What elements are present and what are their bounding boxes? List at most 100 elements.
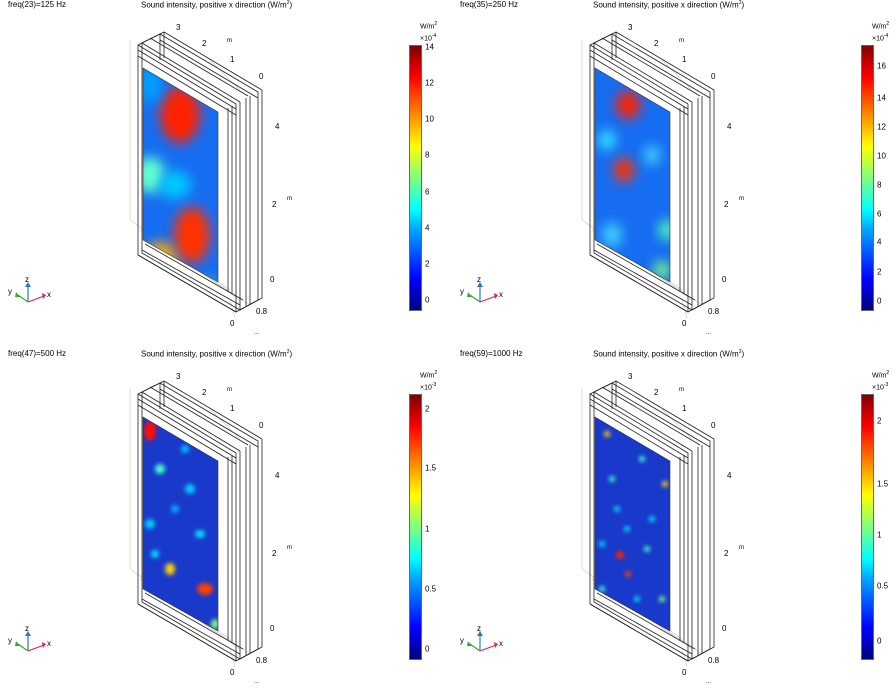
colorbar-tick: 10 — [877, 151, 886, 161]
axis-tick-x08: 0.8 — [256, 656, 268, 665]
intensity-hotspot — [602, 223, 622, 247]
axis-ellipsis: ... — [254, 679, 259, 685]
axis-unit-z: m — [287, 196, 292, 202]
axis-tick-y3: 3 — [176, 23, 181, 32]
colorbar-unit: W/m2 — [872, 21, 890, 31]
intensity-hotspot — [143, 157, 165, 193]
axis-tick-y1: 1 — [682, 404, 687, 413]
intensity-hotspot — [659, 596, 665, 602]
axis-tick-z2: 2 — [272, 549, 277, 558]
intensity-hotspot — [662, 481, 668, 487]
intensity-hotspot — [599, 541, 605, 547]
axis-tick-z0: 0 — [722, 624, 727, 633]
colorbar-tick: 1.5 — [877, 479, 889, 489]
axis-tick-z2: 2 — [272, 200, 277, 209]
intensity-hotspot — [171, 505, 179, 513]
colorbar-tick: 12 — [877, 122, 886, 132]
colorbar-tick: 14 — [877, 93, 886, 103]
frequency-label: freq(35)=250 Hz — [460, 0, 519, 9]
axis-tick-y1: 1 — [682, 55, 687, 64]
axis-triad: z y x — [8, 624, 51, 652]
colorbar — [409, 394, 422, 660]
axis-tick-y2: 2 — [202, 39, 207, 48]
colorbar-scale: ×10-3 — [872, 382, 889, 392]
axis-ellipsis: ... — [254, 330, 259, 336]
sound-intensity-surface — [142, 416, 219, 632]
intensity-hotspot — [159, 171, 191, 199]
intensity-hotspot — [144, 421, 156, 441]
intensity-hotspot — [599, 586, 605, 592]
axis-unit-y: m — [227, 387, 232, 393]
colorbar-tick: 6 — [877, 209, 882, 219]
colorbar-tick: 0 — [877, 636, 882, 646]
colorbar-tick: 10 — [425, 114, 434, 124]
intensity-hotspot — [174, 207, 210, 263]
colorbar-tick: 0 — [877, 296, 882, 306]
sound-intensity-surface — [142, 67, 219, 283]
axis-triad: z y x — [460, 624, 503, 652]
triad-y-label: y — [8, 636, 12, 645]
axis-triad: z y x — [460, 275, 503, 303]
intensity-hotspot — [151, 550, 159, 558]
axis-tick-y2: 2 — [654, 388, 659, 397]
colorbar-tick: 4 — [877, 237, 882, 247]
plot-title: Sound intensity, positive x direction (W… — [141, 349, 293, 359]
intensity-hotspot — [160, 604, 170, 614]
colorbar-scale: ×10-3 — [420, 382, 437, 392]
plot-title: Sound intensity, positive x direction (W… — [141, 0, 293, 10]
colorbar-tick: 6 — [425, 187, 430, 197]
triad-z-label: z — [477, 275, 481, 284]
axis-tick-z2: 2 — [724, 200, 729, 209]
axis-ellipsis: ... — [706, 679, 711, 685]
intensity-hotspot — [155, 464, 165, 474]
axis-unit-z: m — [739, 545, 744, 551]
intensity-hotspot — [644, 145, 660, 165]
wall-wireframe — [137, 380, 263, 662]
intensity-hotspot — [654, 261, 670, 279]
plot-panel-1: freq(23)=125 Hz Sound intensity, positive… — [0, 0, 448, 343]
axis-tick-x08: 0.8 — [256, 307, 268, 316]
axis-ellipsis: ... — [706, 330, 711, 336]
intensity-hotspot — [659, 220, 670, 240]
axis-tick-x08: 0.8 — [708, 656, 720, 665]
colorbar-tick: 2 — [877, 416, 882, 426]
axis-tick-y3: 3 — [628, 23, 633, 32]
colorbar-tick: 0.5 — [425, 584, 437, 594]
colorbar-tick: 16 — [877, 61, 886, 71]
axis-tick-z4: 4 — [727, 471, 732, 480]
intensity-hotspot — [616, 551, 624, 559]
triad-x-label: x — [499, 639, 503, 648]
axis-tick-y2: 2 — [202, 388, 207, 397]
colorbar-tick: 1.5 — [425, 463, 437, 473]
plot-title: Sound intensity, positive x direction (W… — [593, 0, 745, 10]
colorbar-tick: 4 — [425, 223, 430, 233]
colorbar-tick: 8 — [877, 180, 882, 190]
intensity-hotspot — [145, 519, 155, 529]
colorbar — [409, 45, 422, 311]
axis-tick-y0: 0 — [259, 421, 264, 430]
intensity-hotspot — [598, 130, 616, 150]
colorbar-unit: W/m2 — [420, 370, 438, 380]
colorbar-tick: 1 — [877, 530, 882, 540]
triad-x-label: x — [47, 639, 51, 648]
intensity-hotspot — [634, 596, 640, 602]
plot-panel-2: freq(35)=250 Hz Sound intensity, positive… — [452, 0, 896, 343]
intensity-hotspot — [143, 68, 162, 103]
triad-y-label: y — [8, 287, 12, 296]
intensity-hotspot — [181, 445, 189, 453]
intensity-hotspot — [624, 526, 630, 532]
colorbar-tick: 0 — [425, 295, 430, 305]
colorbar-scale: ×10-4 — [420, 33, 437, 43]
axis-tick-y3: 3 — [628, 372, 633, 381]
plot-title: Sound intensity, positive x direction (W… — [593, 349, 745, 359]
colorbar-scale: ×10-4 — [872, 33, 889, 43]
axis-tick-z0: 0 — [270, 624, 275, 633]
axis-unit-y: m — [679, 38, 684, 44]
intensity-hotspot — [616, 91, 640, 119]
plot-panel-4: freq(59)=1000 Hz Sound intensity, positiv… — [452, 349, 896, 692]
axis-tick-x0: 0 — [682, 319, 687, 328]
